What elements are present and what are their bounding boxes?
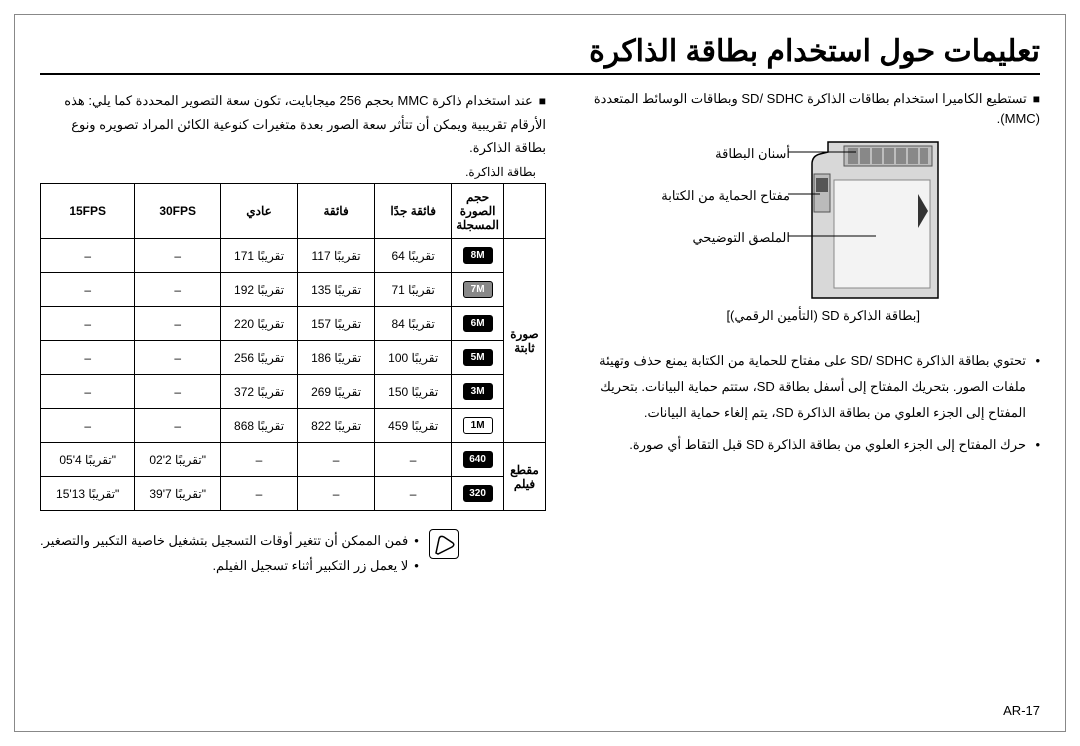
size-7m: 7M (452, 273, 504, 307)
th-15fps: 15FPS (41, 184, 135, 239)
row-8m: – – تقريبًا 171 تقريبًا 117 تقريبًا 64 8… (41, 239, 546, 273)
cell: – (375, 443, 452, 477)
row-7m: – – تقريبًا 192 تقريبًا 135 تقريبًا 71 7… (41, 273, 546, 307)
cell: تقريبًا 100 (375, 341, 452, 375)
size-320: 320 (452, 477, 504, 511)
cell: تقريبًا 822 (298, 409, 375, 443)
size-1m: 1M (452, 409, 504, 443)
badge-320: 320 (463, 485, 493, 502)
right-intro: تستطيع الكاميرا استخدام بطاقات الذاكرة S… (570, 89, 1040, 128)
note-box: فمن الممكن أن تتغير أوقات التسجيل بتشغيل… (40, 529, 546, 578)
badge-7m: 7M (463, 281, 493, 298)
cell: تقريبًا 2'02" (135, 443, 221, 477)
th-30fps: 30FPS (135, 184, 221, 239)
cell: – (135, 409, 221, 443)
th-normal: عادي (221, 184, 298, 239)
cell: – (375, 477, 452, 511)
cell: تقريبًا 157 (298, 307, 375, 341)
cell: – (298, 477, 375, 511)
size-8m: 8M (452, 239, 504, 273)
row-320: تقريبًا 13'15" تقريبًا 7'39" – – – 320 (41, 477, 546, 511)
cell: تقريبًا 459 (375, 409, 452, 443)
row-640: تقريبًا 4'05" تقريبًا 2'02" – – – 640 مق… (41, 443, 546, 477)
side-movie: مقطع فيلم (504, 443, 546, 511)
left-intro: عند استخدام ذاكرة MMC بحجم 256 ميجابايت،… (40, 89, 546, 159)
cell: – (221, 477, 298, 511)
th-category (504, 184, 546, 239)
cell: – (221, 443, 298, 477)
right-bullets: تحتوي بطاقة الذاكرة SD/ SDHC على مفتاح ل… (570, 348, 1040, 458)
cell: تقريبًا 64 (375, 239, 452, 273)
row-5m: – – تقريبًا 256 تقريبًا 186 تقريبًا 100 … (41, 341, 546, 375)
row-3m: – – تقريبًا 372 تقريبًا 269 تقريبًا 150 … (41, 375, 546, 409)
cell: تقريبًا 171 (221, 239, 298, 273)
cell: – (135, 239, 221, 273)
badge-640: 640 (463, 451, 493, 468)
side-still: صورة ثابتة (504, 239, 546, 443)
sd-card-diagram: أسنان البطاقة مفتاح الحماية من الكتابة ا… (580, 138, 1040, 338)
cell: – (41, 341, 135, 375)
cell: تقريبًا 4'05" (41, 443, 135, 477)
table-caption: بطاقة الذاكرة. (40, 165, 546, 179)
bullet-2: حرك المفتاح إلى الجزء العلوي من بطاقة ال… (570, 432, 1040, 458)
size-640: 640 (452, 443, 504, 477)
cell: – (41, 409, 135, 443)
badge-5m: 5M (463, 349, 493, 366)
sd-caption: [بطاقة الذاكرة SD (التأمين الرقمي)] (726, 308, 920, 324)
right-column: تستطيع الكاميرا استخدام بطاقات الذاكرة S… (570, 89, 1040, 579)
note-lines: فمن الممكن أن تتغير أوقات التسجيل بتشغيل… (40, 529, 419, 578)
th-size: حجم الصورة المسجلة (452, 184, 504, 239)
left-column: عند استخدام ذاكرة MMC بحجم 256 ميجابايت،… (40, 89, 546, 579)
cell: تقريبًا 868 (221, 409, 298, 443)
cell: – (41, 239, 135, 273)
cell: تقريبًا 256 (221, 341, 298, 375)
title-rule (40, 73, 1040, 75)
cell: تقريبًا 269 (298, 375, 375, 409)
badge-3m: 3M (463, 383, 493, 400)
label-card-teeth: أسنان البطاقة (715, 146, 790, 162)
size-3m: 3M (452, 375, 504, 409)
cell: – (135, 273, 221, 307)
note-line-1: فمن الممكن أن تتغير أوقات التسجيل بتشغيل… (40, 529, 419, 554)
badge-8m: 8M (463, 247, 493, 264)
label-sticker: الملصق التوضيحي (692, 230, 790, 246)
size-5m: 5M (452, 341, 504, 375)
note-icon (429, 529, 459, 559)
columns: تستطيع الكاميرا استخدام بطاقات الذاكرة S… (40, 89, 1040, 579)
page-title: تعليمات حول استخدام بطاقة الذاكرة (40, 34, 1040, 69)
cell: – (298, 443, 375, 477)
cell: – (41, 273, 135, 307)
cell: – (135, 341, 221, 375)
th-superfine: فائقة جدًا (375, 184, 452, 239)
row-6m: – – تقريبًا 220 تقريبًا 157 تقريبًا 84 6… (41, 307, 546, 341)
cell: – (41, 307, 135, 341)
size-6m: 6M (452, 307, 504, 341)
cell: تقريبًا 84 (375, 307, 452, 341)
label-write-switch: مفتاح الحماية من الكتابة (661, 188, 790, 204)
cell: تقريبًا 117 (298, 239, 375, 273)
page-number: AR-17 (1003, 703, 1040, 718)
badge-1m: 1M (463, 417, 493, 434)
capacity-table: 15FPS 30FPS عادي فائقة فائقة جدًا حجم ال… (40, 183, 546, 511)
table-header-row: 15FPS 30FPS عادي فائقة فائقة جدًا حجم ال… (41, 184, 546, 239)
row-1m: – – تقريبًا 868 تقريبًا 822 تقريبًا 459 … (41, 409, 546, 443)
bullet-1: تحتوي بطاقة الذاكرة SD/ SDHC على مفتاح ل… (570, 348, 1040, 426)
badge-6m: 6M (463, 315, 493, 332)
page-content: تعليمات حول استخدام بطاقة الذاكرة تستطيع… (40, 34, 1040, 579)
cell: – (41, 375, 135, 409)
cell: تقريبًا 186 (298, 341, 375, 375)
cell: تقريبًا 372 (221, 375, 298, 409)
cell: تقريبًا 71 (375, 273, 452, 307)
note-line-2: لا يعمل زر التكبير أثناء تسجيل الفيلم. (40, 554, 419, 579)
cell: تقريبًا 7'39" (135, 477, 221, 511)
th-fine: فائقة (298, 184, 375, 239)
cell: – (135, 375, 221, 409)
cell: تقريبًا 135 (298, 273, 375, 307)
cell: تقريبًا 150 (375, 375, 452, 409)
cell: – (135, 307, 221, 341)
cell: تقريبًا 220 (221, 307, 298, 341)
cell: تقريبًا 192 (221, 273, 298, 307)
cell: تقريبًا 13'15" (41, 477, 135, 511)
